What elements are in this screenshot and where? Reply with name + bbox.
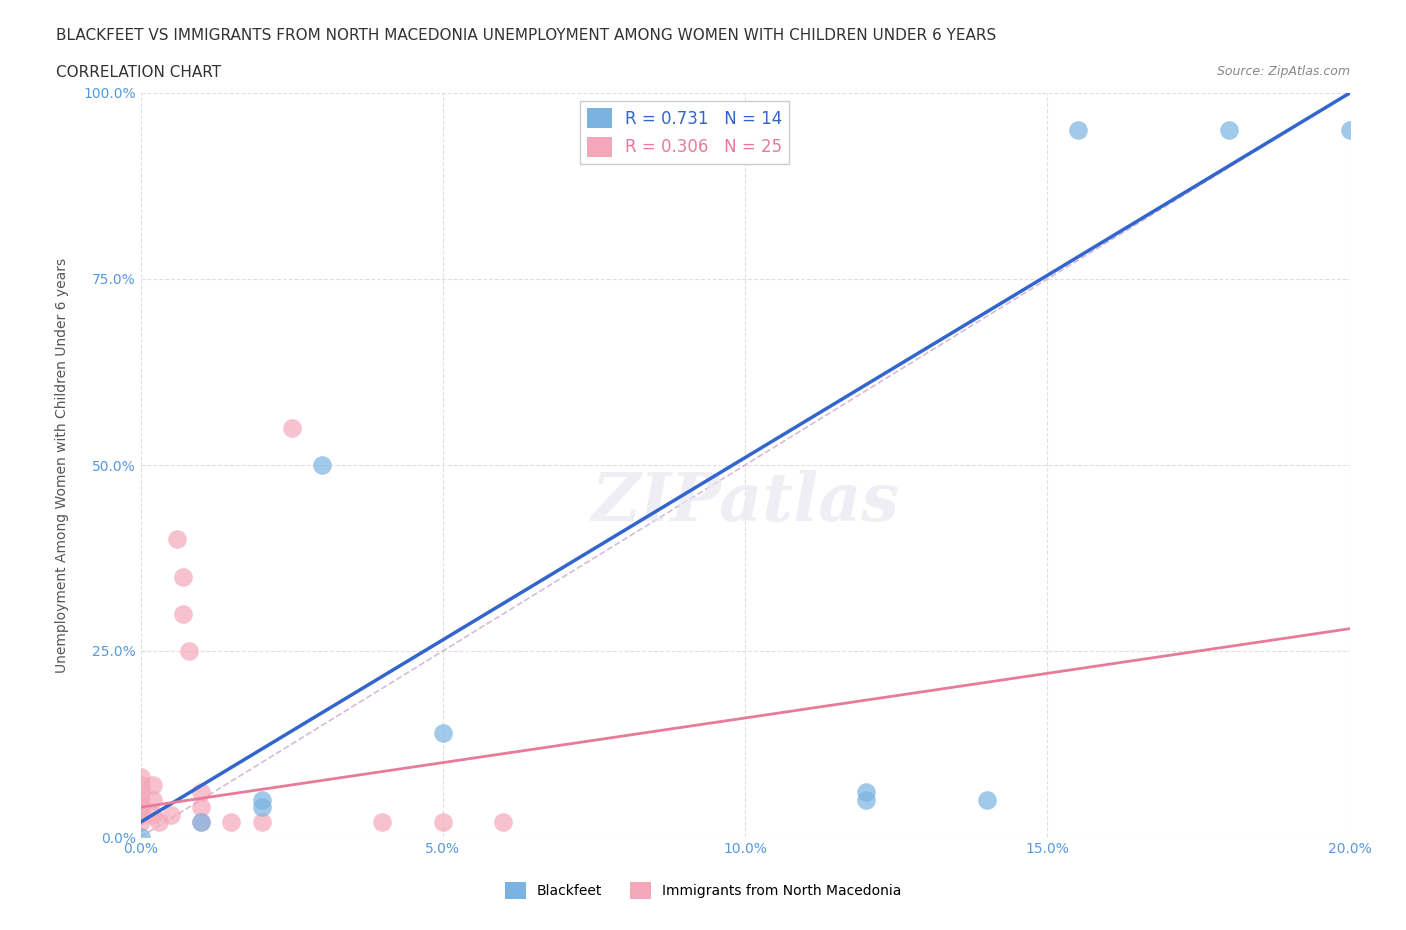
Point <box>219 815 242 830</box>
Point <box>177 644 200 658</box>
Point <box>190 815 212 830</box>
Point <box>644 138 666 153</box>
Point <box>492 815 515 830</box>
Y-axis label: Unemployment Among Women with Children Under 6 years: Unemployment Among Women with Children U… <box>55 258 69 672</box>
Text: CORRELATION CHART: CORRELATION CHART <box>56 65 221 80</box>
Point <box>142 807 165 822</box>
Point <box>142 792 165 807</box>
Point <box>1339 123 1361 138</box>
Point <box>432 725 454 740</box>
Point <box>129 777 152 792</box>
Legend: R = 0.731   N = 14, R = 0.306   N = 25: R = 0.731 N = 14, R = 0.306 N = 25 <box>581 101 789 164</box>
Point <box>148 815 170 830</box>
Point <box>250 815 273 830</box>
Point <box>1218 123 1240 138</box>
Point <box>160 807 183 822</box>
Point <box>250 792 273 807</box>
Point <box>190 785 212 800</box>
Text: BLACKFEET VS IMMIGRANTS FROM NORTH MACEDONIA UNEMPLOYMENT AMONG WOMEN WITH CHILD: BLACKFEET VS IMMIGRANTS FROM NORTH MACED… <box>56 28 997 43</box>
Point <box>129 807 152 822</box>
Point <box>129 815 152 830</box>
Point <box>166 532 188 547</box>
Point <box>250 800 273 815</box>
Point <box>142 777 165 792</box>
Point <box>855 785 877 800</box>
Point <box>129 770 152 785</box>
Point <box>129 800 152 815</box>
Point <box>190 815 212 830</box>
Point <box>190 800 212 815</box>
Point <box>855 792 877 807</box>
Point <box>129 792 152 807</box>
Point <box>734 123 756 138</box>
Point <box>129 830 152 844</box>
Point <box>976 792 998 807</box>
Point <box>432 815 454 830</box>
Legend: Blackfeet, Immigrants from North Macedonia: Blackfeet, Immigrants from North Macedon… <box>499 876 907 905</box>
Point <box>129 785 152 800</box>
Text: Source: ZipAtlas.com: Source: ZipAtlas.com <box>1216 65 1350 78</box>
Point <box>311 458 333 472</box>
Text: ZIPatlas: ZIPatlas <box>592 470 898 535</box>
Point <box>1067 123 1090 138</box>
Point <box>281 420 304 435</box>
Point <box>371 815 394 830</box>
Point <box>172 569 194 584</box>
Point <box>172 606 194 621</box>
